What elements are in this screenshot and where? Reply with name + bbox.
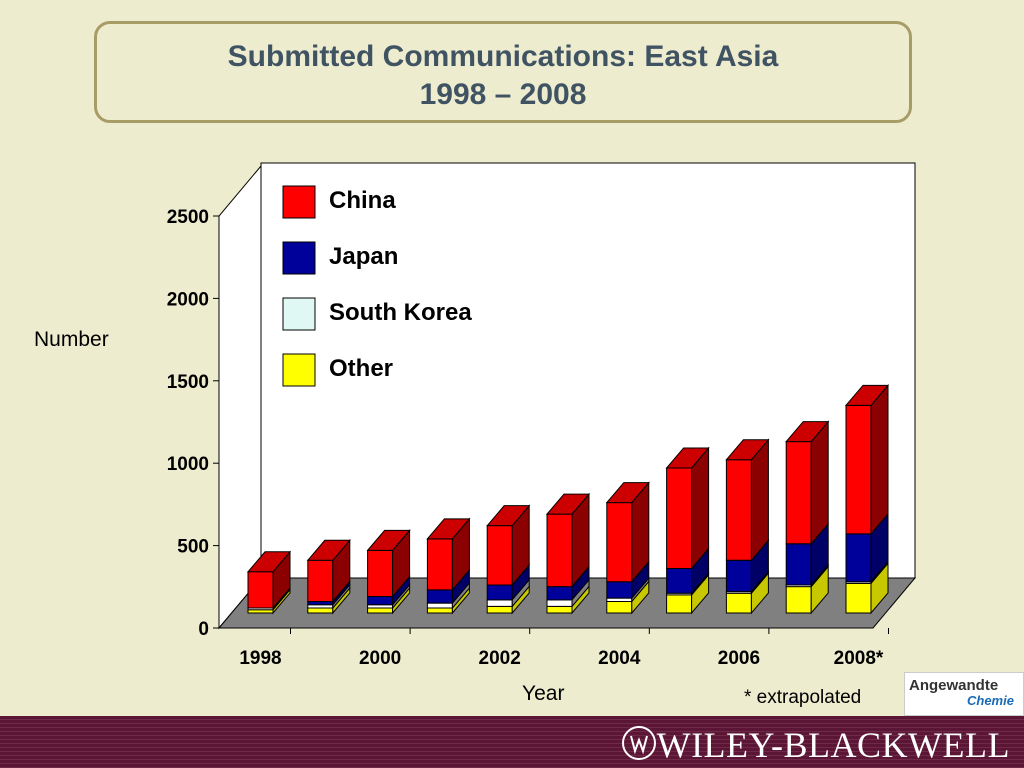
bar-top [605, 482, 650, 504]
x-tick-label: 1998 [239, 648, 281, 669]
y-tick-label: 0 [198, 619, 209, 640]
bar-segment-side [870, 383, 889, 536]
legend-label: Japan [329, 243, 398, 270]
bar-segment-side [750, 438, 769, 562]
footer-bar [0, 716, 1024, 768]
y-axis-label: Number [34, 328, 109, 351]
bar-segment [785, 543, 812, 586]
bar-segment [486, 605, 513, 614]
legend-swatch [282, 353, 316, 387]
chart-bars [246, 383, 890, 615]
x-tick-label: 2002 [479, 648, 521, 669]
bar-segment [426, 602, 453, 609]
legend-swatch [282, 185, 316, 219]
bar-segment [367, 607, 394, 614]
legend-label: China [329, 187, 396, 214]
bar-top [366, 529, 411, 551]
journal-logo-line2: Chemie [967, 693, 1014, 708]
legend-swatch [282, 241, 316, 275]
y-tick-label: 2500 [167, 207, 209, 228]
y-tick-label: 500 [177, 537, 209, 558]
bar-segment [606, 581, 633, 599]
x-tick-label: 2008* [834, 648, 884, 669]
x-tick-label: 2006 [718, 648, 760, 669]
bar-segment [426, 607, 453, 614]
publisher-logo: WILEY-BLACKWELL [656, 725, 1010, 765]
bar-segment [606, 502, 633, 583]
journal-logo-line1: Angewandte [909, 677, 999, 694]
bar-segment [367, 596, 394, 606]
x-axis-label: Year [522, 682, 564, 705]
bar-top [545, 493, 591, 515]
chart-title: Submitted Communications: East Asia [227, 40, 779, 73]
x-tick-label: 2000 [359, 648, 401, 669]
bar-top [486, 505, 531, 527]
y-tick-label: 1500 [167, 372, 209, 393]
bar-top [785, 421, 830, 443]
bar-segment [486, 584, 513, 601]
bar-segment [725, 459, 752, 561]
angewandte-chemie-logo: Angewandte Chemie [904, 672, 1024, 716]
bar-top [426, 518, 471, 540]
bar-segment [486, 525, 513, 586]
legend-label: Other [329, 355, 393, 382]
bar-segment [666, 594, 693, 614]
chart-subtitle: 1998 – 2008 [419, 78, 587, 111]
legend-label: South Korea [329, 299, 472, 326]
bar-segment [247, 571, 274, 609]
bar-segment-side [691, 446, 710, 570]
bar-segment [785, 586, 812, 614]
stacked-bar-chart: 0 500 1000 1500 2000 2500 1998 2000 2002 2004 2006… [34, 162, 917, 708]
bar-top [246, 551, 292, 573]
bar-segment [426, 589, 453, 604]
bar-segment [785, 441, 812, 545]
bar-segment [307, 559, 334, 602]
bar-segment [845, 533, 872, 583]
y-tick-label: 2000 [167, 289, 209, 310]
bar-segment-side [810, 420, 829, 546]
bar-segment [845, 582, 872, 614]
bar-segment [546, 586, 573, 601]
x-tick-label: 2004 [598, 648, 641, 669]
wiley-blackwell-emblem-icon [622, 726, 656, 760]
bar-segment [367, 549, 394, 598]
bar-segment [307, 607, 334, 614]
bar-segment [725, 559, 752, 593]
bar-segment [426, 538, 453, 591]
bar-segment [666, 568, 693, 594]
bar-segment [546, 513, 573, 588]
extrapolated-note: * extrapolated [744, 687, 861, 708]
title-box: Submitted Communications: East Asia 1998… [94, 21, 912, 123]
bar-top [306, 539, 351, 561]
chart-side-wall [218, 164, 262, 630]
chart-legend: China Japan South Korea Other [282, 185, 472, 387]
chart-axes: 0 500 1000 1500 2000 2500 1998 2000 2002 2004 2006… [167, 207, 889, 669]
legend-swatch [282, 297, 316, 331]
bar-top [844, 384, 890, 406]
bar-top [725, 439, 770, 461]
bar-segment [546, 605, 573, 614]
bar-segment [666, 467, 693, 570]
bar-top [665, 447, 710, 469]
bar-segment [845, 404, 872, 535]
bar-segment [546, 599, 573, 607]
bar-segment [606, 600, 633, 614]
bar-segment [725, 592, 752, 614]
bar-segment [486, 599, 513, 607]
y-tick-label: 1000 [167, 454, 209, 475]
